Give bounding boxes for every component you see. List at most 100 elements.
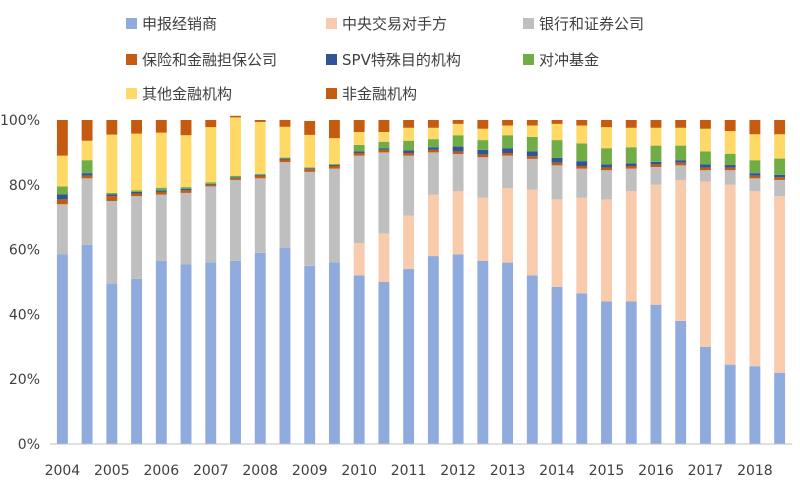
bar-segment-4-1 — [131, 278, 143, 444]
bar-segment-6-7 — [180, 135, 192, 188]
bar-segment-17-3 — [452, 154, 464, 192]
bar-segment-23-7 — [601, 127, 612, 149]
bar-segment-17-6 — [452, 135, 464, 147]
bar-segment-5-3 — [155, 194, 167, 261]
bar-segment-14-4 — [378, 149, 390, 153]
bar-segment-9-6 — [254, 173, 266, 175]
bar-segment-1-6 — [56, 186, 68, 195]
bar-segment-25-5 — [650, 161, 662, 165]
bar-segment-1-4 — [56, 199, 68, 205]
bar-segment-13-6 — [353, 144, 365, 152]
bar-segment-6-3 — [180, 192, 192, 265]
legend-swatch-8 — [326, 88, 337, 99]
bar-segment-12-6 — [328, 164, 340, 166]
bar-segment-21-5 — [551, 157, 563, 163]
bar-segment-19-8 — [502, 120, 514, 126]
bar-segment-9-4 — [254, 175, 266, 179]
legend-swatch-6 — [523, 54, 534, 65]
bar-segment-18-3 — [477, 157, 489, 198]
x-tick-label: 2018 — [737, 463, 773, 479]
bar-segment-27-2 — [699, 181, 711, 347]
bar-segment-9-8 — [254, 120, 266, 122]
bar-segment-20-1 — [526, 275, 538, 444]
bar-segment-28-6 — [724, 153, 736, 166]
bar-segment-11-5 — [304, 168, 316, 170]
bar-segment-2-7 — [81, 140, 93, 161]
bar-segment-29-4 — [749, 175, 761, 179]
bar-segment-26-5 — [675, 160, 687, 163]
bar-segment-23-2 — [601, 199, 612, 302]
bar-segment-17-4 — [452, 151, 464, 155]
bar-segment-6-1 — [180, 264, 192, 444]
bar-segment-10-4 — [279, 159, 291, 163]
x-tick-label: 2011 — [391, 463, 427, 479]
legend-label-4: 保险和金融担保公司 — [142, 51, 277, 69]
bar-segment-26-3 — [675, 165, 687, 180]
legend-swatch-7 — [126, 88, 137, 99]
bar-segment-25-4 — [650, 164, 662, 167]
bar-segment-19-2 — [502, 188, 514, 263]
bar-segment-5-6 — [155, 187, 167, 191]
bar-segment-12-3 — [328, 168, 340, 263]
bar-segment-28-7 — [724, 131, 736, 154]
bar-segment-26-1 — [675, 320, 687, 444]
x-tick-label: 2007 — [193, 463, 229, 479]
bar-segment-15-3 — [403, 155, 415, 216]
bar-segment-22-3 — [576, 168, 588, 198]
bar-segment-25-7 — [650, 127, 662, 146]
bar-segment-22-1 — [576, 293, 588, 444]
bar-segment-8-1 — [230, 260, 241, 444]
bar-segment-8-3 — [230, 179, 241, 261]
bar-segment-7-8 — [205, 120, 217, 128]
bar-segment-15-6 — [403, 140, 415, 151]
bar-segment-21-6 — [551, 140, 563, 158]
x-tick-label: 2004 — [45, 463, 81, 479]
bar-segment-15-4 — [403, 153, 415, 156]
bar-segment-9-5 — [254, 174, 266, 176]
bar-segment-12-5 — [328, 165, 340, 167]
x-tick-label: 2012 — [440, 463, 476, 479]
bar-segment-16-6 — [427, 139, 439, 148]
bar-segment-3-3 — [106, 201, 118, 284]
bar-segment-17-7 — [452, 123, 464, 136]
bar-segment-28-2 — [724, 184, 736, 365]
bar-segment-1-7 — [56, 155, 68, 187]
bar-segment-21-4 — [551, 162, 563, 166]
bar-segment-18-4 — [477, 154, 489, 158]
legend-label-5: SPV特殊目的机构 — [342, 51, 461, 69]
bar-segment-14-3 — [378, 152, 390, 234]
bar-segment-13-3 — [353, 155, 365, 244]
x-tick-label: 2016 — [638, 463, 674, 479]
bar-segment-30-3 — [774, 179, 786, 197]
bar-segment-9-1 — [254, 252, 266, 444]
bar-segment-3-5 — [106, 194, 118, 197]
bar-segment-29-1 — [749, 366, 761, 444]
bar-segment-14-5 — [378, 148, 390, 150]
bar-segment-5-5 — [155, 190, 167, 192]
bar-segment-16-7 — [427, 127, 439, 140]
bar-segment-26-2 — [675, 179, 687, 321]
bar-segment-20-3 — [526, 158, 538, 190]
bar-segment-18-7 — [477, 128, 489, 141]
bar-segment-17-2 — [452, 191, 464, 255]
bar-segment-29-2 — [749, 191, 761, 367]
y-tick-label: 0% — [18, 437, 40, 453]
bar-segment-15-8 — [403, 120, 415, 128]
bar-segment-18-6 — [477, 140, 489, 150]
bar-segment-13-2 — [353, 243, 365, 276]
bar-segment-16-3 — [427, 152, 439, 195]
bar-segment-22-5 — [576, 161, 588, 167]
bar-segment-12-4 — [328, 166, 340, 169]
bar-segment-12-7 — [328, 138, 340, 165]
bar-segment-26-7 — [675, 127, 687, 146]
bar-segment-20-2 — [526, 189, 538, 276]
legend-swatch-2 — [326, 18, 337, 29]
bar-segment-25-2 — [650, 184, 662, 305]
bar-segment-27-6 — [699, 151, 711, 165]
y-tick-label: 20% — [9, 372, 40, 388]
bar-segment-3-6 — [106, 192, 118, 195]
bar-segment-7-7 — [205, 127, 217, 183]
x-tick-label: 2006 — [143, 463, 179, 479]
bar-segment-30-4 — [774, 177, 786, 180]
bar-segment-22-6 — [576, 143, 588, 162]
